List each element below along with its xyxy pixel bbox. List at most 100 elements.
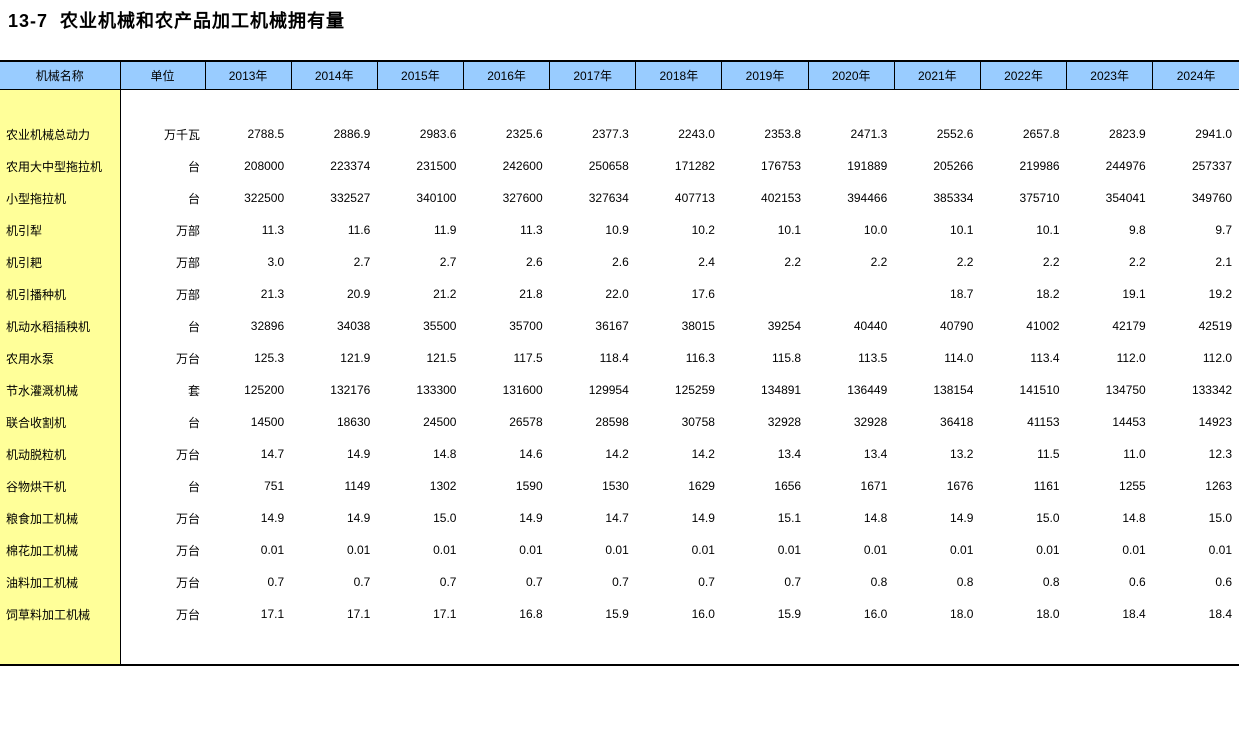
value-cell: 16.8 [519, 607, 543, 621]
value-cell: 121.9 [340, 351, 371, 365]
value-cell: 136449 [847, 383, 888, 397]
value-cell: 14.7 [260, 447, 285, 461]
value-cell: 2325.6 [505, 127, 543, 141]
column-header-year-2021: 2021年 [893, 60, 981, 90]
value-cell: 2.2 [784, 255, 802, 269]
value-cell: 327600 [502, 191, 543, 205]
value-cell: 116.3 [685, 351, 715, 365]
value-cell: 117.5 [513, 351, 543, 365]
value-cell: 14.6 [519, 447, 543, 461]
table-row: 谷物烘干机 台 751 1149 1302 1590 1530 1629 1656 1671 167… [0, 470, 1239, 502]
value-cell: 11.5 [1037, 447, 1060, 461]
value-cell: 1530 [602, 479, 629, 493]
value-cell: 1263 [1205, 479, 1232, 493]
value-cell: 402153 [761, 191, 802, 205]
value-cell: 21.8 [519, 287, 543, 301]
value-cell: 134750 [1105, 383, 1146, 397]
value-cell: 11.6 [347, 223, 371, 237]
value-cell: 14.9 [346, 447, 371, 461]
table-header-row: 机械名称 单位 2013年 2014年 2015年 2016年 2017年 2018年 2019… [0, 60, 1239, 90]
value-cell: 14923 [1198, 415, 1232, 429]
machine-name-cell: 机动脱粒机 [0, 438, 121, 470]
body-spacer [120, 90, 1239, 119]
value-cell: 35700 [509, 319, 543, 333]
machine-name-cell: 节水灌溉机械 [0, 374, 121, 406]
value-cell: 9.7 [1215, 223, 1232, 237]
value-cell: 17.1 [433, 607, 457, 621]
value-cell: 21.2 [433, 287, 457, 301]
value-cell: 0.7 [267, 575, 285, 589]
value-cell: 10.1 [1036, 223, 1060, 237]
value-cell: 133342 [1191, 383, 1232, 397]
value-cell: 17.6 [691, 287, 715, 301]
value-cell: 1161 [1033, 479, 1060, 493]
value-cell: 15.9 [605, 607, 629, 621]
machine-name-cell: 谷物烘干机 [0, 470, 121, 502]
table-row: 农用大中型拖拉机 台 208000 223374 231500 242600 250658 1… [0, 150, 1239, 182]
page-title: 13-7 农业机械和农产品加工机械拥有量 [8, 11, 346, 31]
value-cell: 0.01 [433, 543, 457, 557]
value-cell: 0.7 [525, 575, 543, 589]
value-cell: 20.9 [346, 287, 371, 301]
table-row: 农用水泵 万台 125.3 121.9 121.5 117.5 118.4 116.3 115.… [0, 342, 1239, 374]
machine-name-cell: 机引耙 [0, 246, 121, 278]
value-cell: 13.4 [863, 447, 888, 461]
value-cell: 14500 [250, 415, 285, 429]
value-cell: 2.7 [439, 255, 457, 269]
value-cell: 1671 [860, 479, 888, 493]
value-cell: 0.8 [956, 575, 974, 589]
value-cell: 14.7 [605, 511, 629, 525]
table-row: 机动脱粒机 万台 14.7 14.9 14.8 14.6 14.2 14.2 13.4 13.4 1… [0, 438, 1239, 470]
value-cell: 36167 [595, 319, 629, 333]
unit-cell: 万部 [175, 255, 200, 270]
column-header-year-2015: 2015年 [376, 60, 464, 90]
value-cell: 257337 [1191, 159, 1232, 173]
value-cell: 176753 [761, 159, 802, 173]
machine-name-cell: 饲草料加工机械 [0, 598, 121, 630]
table-bottom-spacer-row [0, 630, 1239, 666]
value-cell: 0.7 [353, 575, 371, 589]
value-cell: 41153 [1027, 415, 1060, 429]
value-cell: 42519 [1198, 319, 1232, 333]
value-cell: 2243.0 [678, 127, 715, 141]
value-cell: 332527 [330, 191, 371, 205]
column-header-year-2024: 2024年 [1152, 60, 1239, 90]
value-cell: 134891 [761, 383, 802, 397]
value-cell: 0.01 [519, 543, 543, 557]
value-cell: 125259 [674, 383, 715, 397]
value-cell: 0.01 [605, 543, 629, 557]
value-cell: 15.1 [777, 511, 802, 525]
column-header-machine-name: 机械名称 [0, 60, 121, 90]
unit-cell: 万台 [175, 447, 200, 462]
value-cell: 138154 [933, 383, 974, 397]
value-cell [722, 278, 808, 310]
value-cell: 10.1 [777, 223, 802, 237]
value-cell: 0.01 [777, 543, 802, 557]
value-cell: 14.2 [605, 447, 629, 461]
unit-cell: 万千瓦 [163, 127, 200, 142]
value-cell: 35500 [423, 319, 457, 333]
value-cell: 2.2 [1042, 255, 1060, 269]
value-cell: 14.8 [1122, 511, 1146, 525]
machine-name-cell: 机引犁 [0, 214, 121, 246]
value-cell: 375710 [1019, 191, 1060, 205]
table-row: 联合收割机 台 14500 18630 24500 26578 28598 30758 3292… [0, 406, 1239, 438]
value-cell: 10.1 [950, 223, 974, 237]
value-cell: 131600 [502, 383, 543, 397]
value-cell: 1656 [774, 479, 802, 493]
value-cell: 2941.0 [1195, 127, 1232, 141]
value-cell: 39254 [767, 319, 802, 333]
table-row: 机引播种机 万部 21.3 20.9 21.2 21.8 22.0 17.6 18.7 18.2 1… [0, 278, 1239, 310]
unit-cell: 台 [187, 319, 200, 334]
machine-name-cell: 小型拖拉机 [0, 182, 121, 214]
value-cell: 2.2 [1129, 255, 1146, 269]
value-cell: 40440 [853, 319, 888, 333]
value-cell: 1590 [515, 479, 543, 493]
value-cell: 10.2 [691, 223, 715, 237]
table-row: 机引犁 万部 11.3 11.6 11.9 11.3 10.9 10.2 10.1 10.0 10.… [0, 214, 1239, 246]
unit-cell: 台 [187, 479, 200, 494]
value-cell: 2983.6 [419, 127, 457, 141]
value-cell: 15.0 [433, 511, 457, 525]
value-cell: 14453 [1112, 415, 1146, 429]
column-header-year-2023: 2023年 [1066, 60, 1154, 90]
